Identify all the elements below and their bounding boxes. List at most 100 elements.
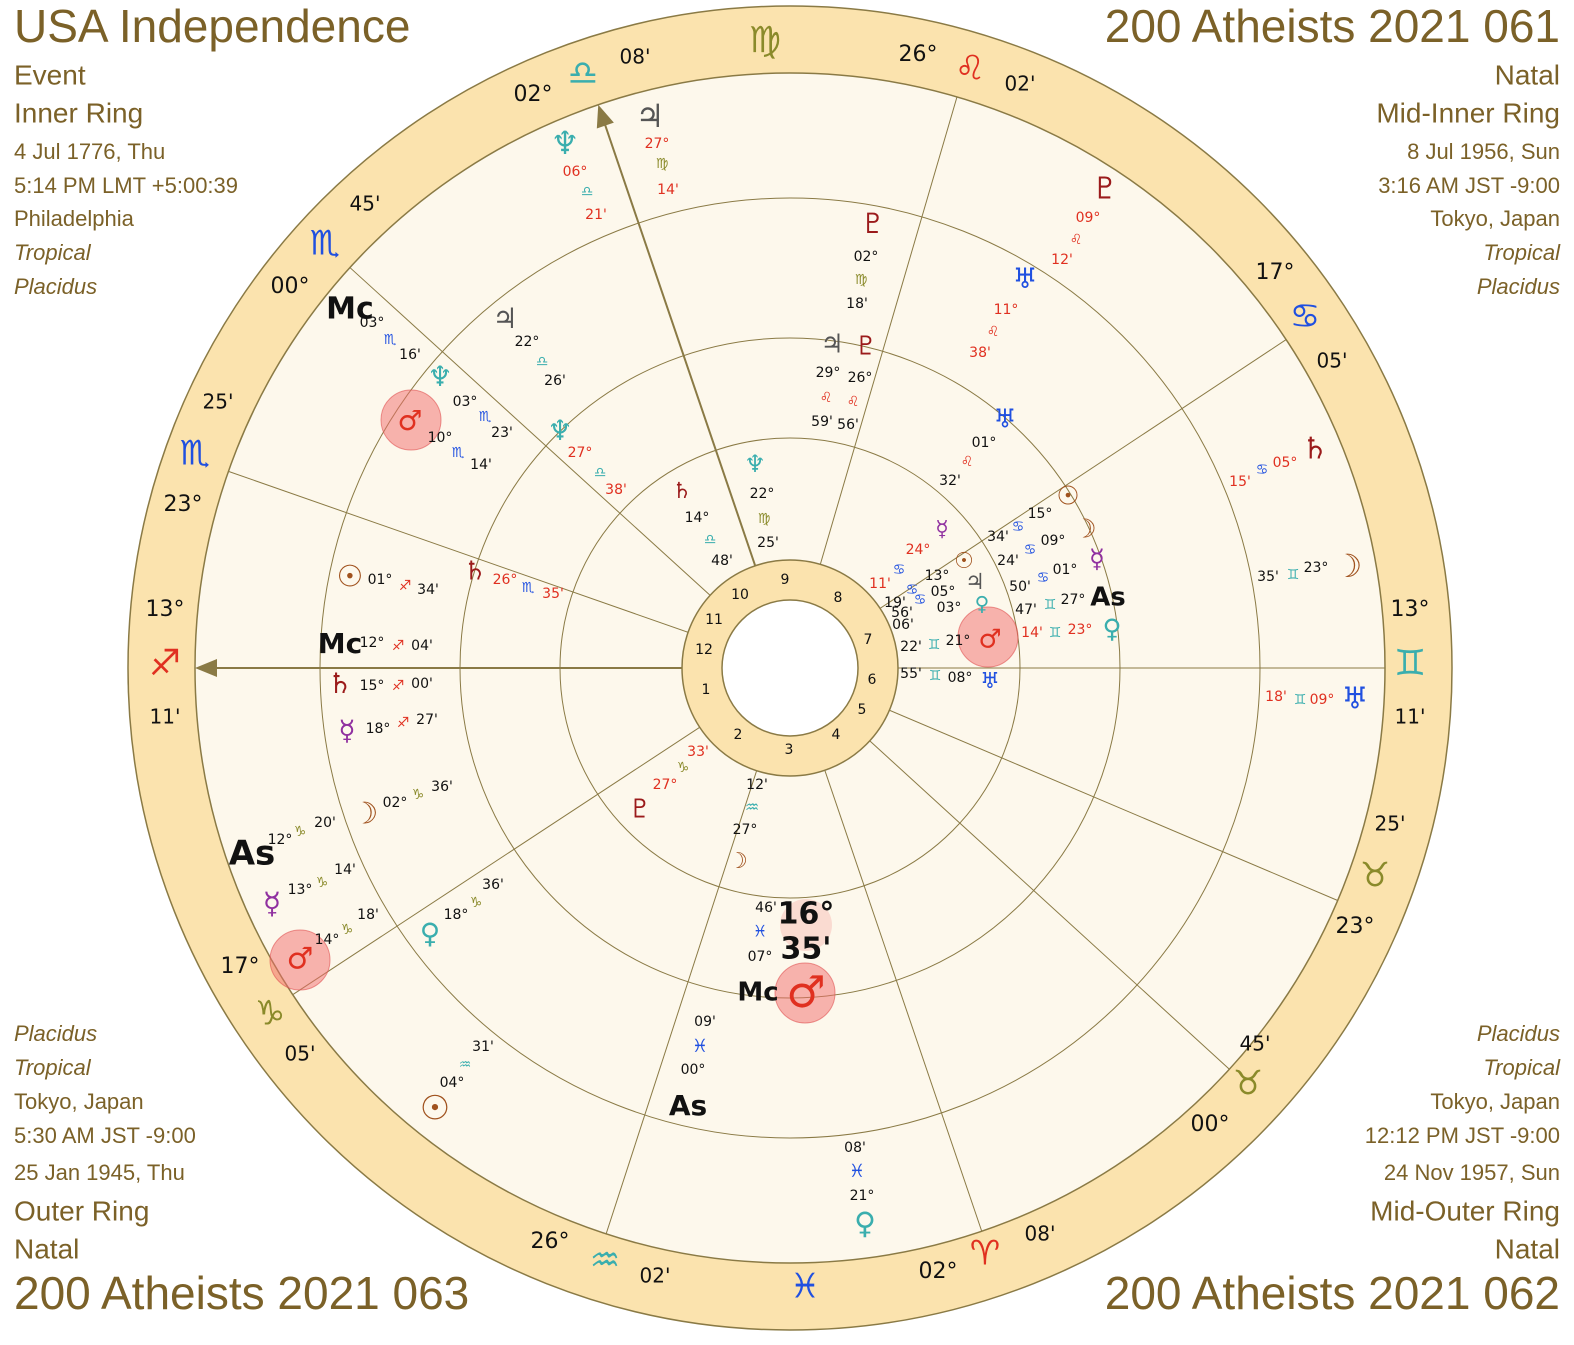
corner-text: Placidus <box>14 1021 97 1046</box>
corner-text: Tropical <box>1483 240 1561 265</box>
planet-label: 29° <box>816 365 841 381</box>
planet-label: 14' <box>1021 625 1043 641</box>
planet-label: 35' <box>542 586 564 602</box>
house-number: 4 <box>832 727 841 743</box>
corner-text: Placidus <box>14 274 97 299</box>
planet-label: Mc <box>326 292 374 327</box>
house-cusps <box>195 96 1385 1235</box>
planet-label: ♄ <box>463 557 486 587</box>
cusp-label: 45' <box>350 192 381 216</box>
planet-label: ♇ <box>860 207 885 240</box>
planet-label: ♂ <box>287 942 314 977</box>
planet-label: ♆ <box>744 450 766 478</box>
planet-label: ♅ <box>1342 682 1369 717</box>
planet-label: ☿ <box>935 517 949 542</box>
planet-label: ♅ <box>1012 262 1037 295</box>
planet-label: ♇ <box>628 795 651 825</box>
planet-label: ♃ <box>965 570 985 595</box>
planet-label: ♐ <box>399 578 412 594</box>
planet-label: 34' <box>417 582 439 598</box>
planet-label: ♒ <box>459 1057 472 1073</box>
highlight <box>780 899 832 951</box>
planet-label: 06' <box>892 617 914 633</box>
corner-text: Tropical <box>14 240 92 265</box>
planet-label: ♏ <box>452 445 465 461</box>
house-number: 5 <box>858 702 867 718</box>
planet-label: ♎ <box>704 532 717 548</box>
cusp-label: 05' <box>285 1042 316 1066</box>
planet-label: 23' <box>491 425 513 441</box>
planet-label: ♊ <box>1049 625 1062 641</box>
cusp-label: ♊ <box>1394 643 1426 684</box>
corner-text: Mid-Inner Ring <box>1376 97 1560 128</box>
cusp-label: 45' <box>1240 1032 1271 1056</box>
cusp-label: 13° <box>146 597 185 622</box>
corner-text: Inner Ring <box>14 97 143 128</box>
planet-label: 24° <box>906 542 931 558</box>
cusp-label: 17° <box>1256 260 1295 285</box>
cusp-label: ♏ <box>310 224 340 264</box>
cusp-label: 02° <box>919 1259 958 1284</box>
planet-label: ♆ <box>427 360 452 393</box>
planet-label: ♌ <box>820 390 833 406</box>
planet-label: 11' <box>869 576 891 592</box>
planet-label: 08° <box>948 670 973 686</box>
planet-label: 48' <box>711 553 733 569</box>
planet-label: ♄ <box>672 479 692 504</box>
cusp-label: 02° <box>514 82 553 107</box>
planet-label: ♃ <box>492 302 517 335</box>
planet-label: ♒ <box>745 798 759 817</box>
house-number: 9 <box>781 572 790 588</box>
cusp-label: 26° <box>899 42 938 67</box>
planet-label: ♋ <box>1024 542 1037 558</box>
planet-label: 31' <box>472 1039 494 1055</box>
cusp-label: 11' <box>150 705 181 729</box>
planet-label: ♅ <box>993 405 1016 435</box>
cusp-label: 02' <box>640 1264 671 1288</box>
planet-label: ☽ <box>728 849 748 874</box>
corner-text: Placidus <box>1477 1021 1560 1046</box>
planet-label: 08' <box>844 1140 866 1156</box>
planet-label: ♍ <box>758 511 771 527</box>
planet-label: ♋ <box>906 582 919 598</box>
planet-label: ♊ <box>929 668 942 684</box>
planet-label: ♆ <box>547 414 572 447</box>
planet-label: ♑ <box>341 922 354 938</box>
planet-label: ♀ <box>854 1207 876 1242</box>
planet-label: 09' <box>694 1014 716 1030</box>
planet-label: ♐ <box>392 638 405 654</box>
planet-label: ♇ <box>854 332 877 362</box>
corner-text: 8 Jul 1956, Sun <box>1407 139 1560 164</box>
planet-label: 38' <box>969 345 991 361</box>
house-number: 11 <box>705 612 723 628</box>
planet-label: 22° <box>750 486 775 502</box>
planet-label: 12' <box>1051 252 1073 268</box>
planet-label: ♍ <box>656 156 669 172</box>
planet-label: 00° <box>681 1062 706 1078</box>
cusp-line <box>603 123 770 604</box>
planet-label: 18' <box>846 296 868 312</box>
planet-label: 22' <box>900 639 922 655</box>
corner-text: 200 Atheists 2021 062 <box>1105 1267 1560 1319</box>
planet-label: 03° <box>453 394 478 410</box>
planet-label: ♋ <box>893 562 906 578</box>
highlight <box>269 929 331 991</box>
planet-label: ♏ <box>522 580 535 596</box>
cusp-label: 05' <box>1317 349 1348 373</box>
planet-label: 21° <box>850 1188 875 1204</box>
cusp-label: ♉ <box>1233 1064 1263 1104</box>
planet-label: ♊ <box>1287 567 1300 583</box>
planet-label: 16' <box>399 347 421 363</box>
cusp-label: 23° <box>1336 914 1375 939</box>
planet-label: 47' <box>1015 602 1037 618</box>
corner-text: Placidus <box>1477 274 1560 299</box>
corner-text: Event <box>14 59 86 90</box>
cusp-label: 00° <box>1191 1112 1230 1137</box>
planet-label: 23° <box>1068 622 1093 638</box>
corner-text: 24 Nov 1957, Sun <box>1384 1160 1560 1185</box>
cusp-line <box>839 713 1230 1070</box>
cusp-line <box>349 267 741 623</box>
planet-label: ☽ <box>1073 515 1096 545</box>
cusp-label: ♎ <box>568 54 598 94</box>
